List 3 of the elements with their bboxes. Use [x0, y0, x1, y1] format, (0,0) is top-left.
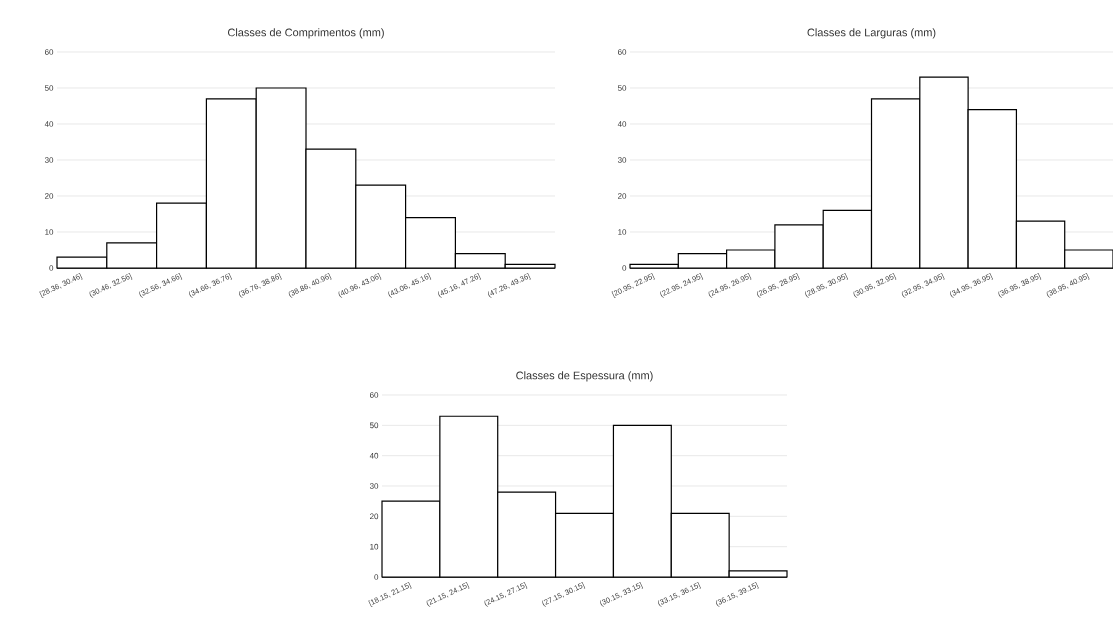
chart-title: Classes de Larguras (mm)	[807, 28, 936, 39]
chart-title: Classes de Espessura (mm)	[516, 371, 653, 382]
chart-title: Classes de Comprimentos (mm)	[228, 28, 384, 39]
